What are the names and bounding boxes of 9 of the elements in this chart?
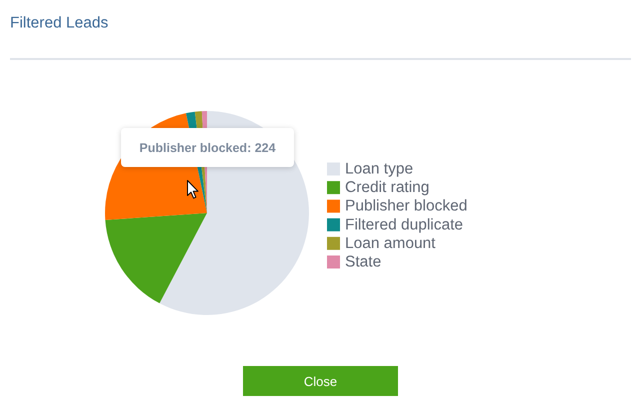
legend-label: Credit rating — [345, 179, 430, 196]
tooltip: Publisher blocked: 224 — [121, 128, 294, 167]
legend-label: Filtered duplicate — [345, 216, 464, 234]
legend-label: Publisher blocked — [345, 198, 468, 215]
legend-label: Loan amount — [345, 234, 436, 252]
chart-title: Filtered Leads — [10, 14, 108, 32]
close-button[interactable]: Close — [243, 366, 398, 396]
legend-label: Loan type — [345, 160, 414, 178]
legend-label: State — [345, 254, 382, 270]
